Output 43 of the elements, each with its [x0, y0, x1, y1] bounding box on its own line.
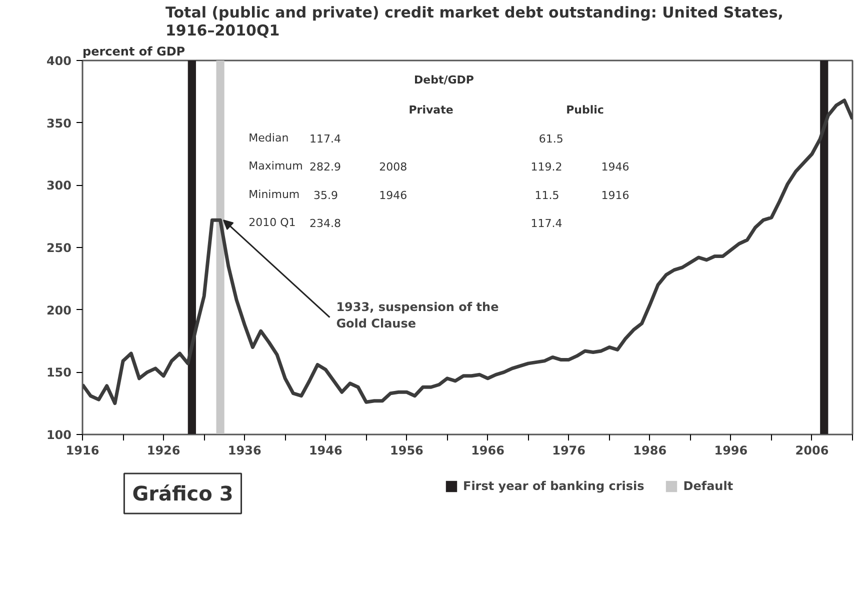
annotation: 1946 — [379, 188, 408, 202]
x-tick-label: 1986 — [633, 444, 667, 458]
annotation: 234.8 — [309, 217, 341, 230]
x-tick-label: 2006 — [795, 444, 829, 458]
x-tick-label: 1966 — [471, 444, 504, 458]
x-tick-label: 1976 — [552, 444, 586, 458]
chart-title: Total (public and private) credit market debt outstanding: United States, 1916–2010Q1 — [166, 4, 784, 40]
annotation: 1916 — [601, 188, 630, 202]
line-series — [82, 98, 852, 406]
y-axis-title: percent of GDP — [82, 44, 186, 58]
annotation: 2008 — [379, 160, 408, 174]
annotation: 1946 — [601, 160, 630, 174]
x-tick-label: 1916 — [66, 444, 100, 458]
y-tick-label: 150 — [46, 366, 72, 380]
annotation: Minimum — [248, 188, 300, 201]
legend-label: First year of banking crisis — [463, 479, 644, 493]
legend-label: Default — [683, 479, 734, 493]
annotation: Debt/GDP — [414, 73, 474, 86]
x-tick-label: 1996 — [714, 444, 748, 458]
y-tick-label: 300 — [46, 178, 72, 193]
annotation: 2010 Q1 — [248, 216, 296, 230]
annotation: 1933, suspension of the Gold Clause — [336, 300, 499, 331]
x-tick-label: 1936 — [228, 444, 262, 458]
x-tick-label: 1956 — [390, 444, 424, 458]
annotation: Median — [248, 132, 289, 145]
y-tick-label: 400 — [46, 54, 72, 68]
annotation: 61.5 — [538, 132, 564, 146]
annotation: Private — [408, 103, 454, 116]
annotation: Public — [566, 103, 604, 116]
annotation: 117.4 — [530, 217, 562, 230]
annotation: 282.9 — [309, 160, 341, 174]
y-tick-label: 350 — [46, 116, 72, 130]
annotation: 119.2 — [530, 160, 562, 174]
y-tick-label: 100 — [46, 428, 72, 442]
annotation: Maximum — [248, 160, 303, 173]
y-tick-label: 250 — [46, 241, 72, 255]
annotation: 117.4 — [309, 132, 341, 146]
annotation: 11.5 — [534, 188, 560, 202]
x-tick-label: 1926 — [146, 444, 180, 458]
x-tick-label: 1946 — [308, 444, 342, 458]
annotation: 35.9 — [314, 188, 338, 202]
text: Gráfico 3 — [132, 482, 234, 506]
y-tick-label: 200 — [46, 303, 72, 318]
